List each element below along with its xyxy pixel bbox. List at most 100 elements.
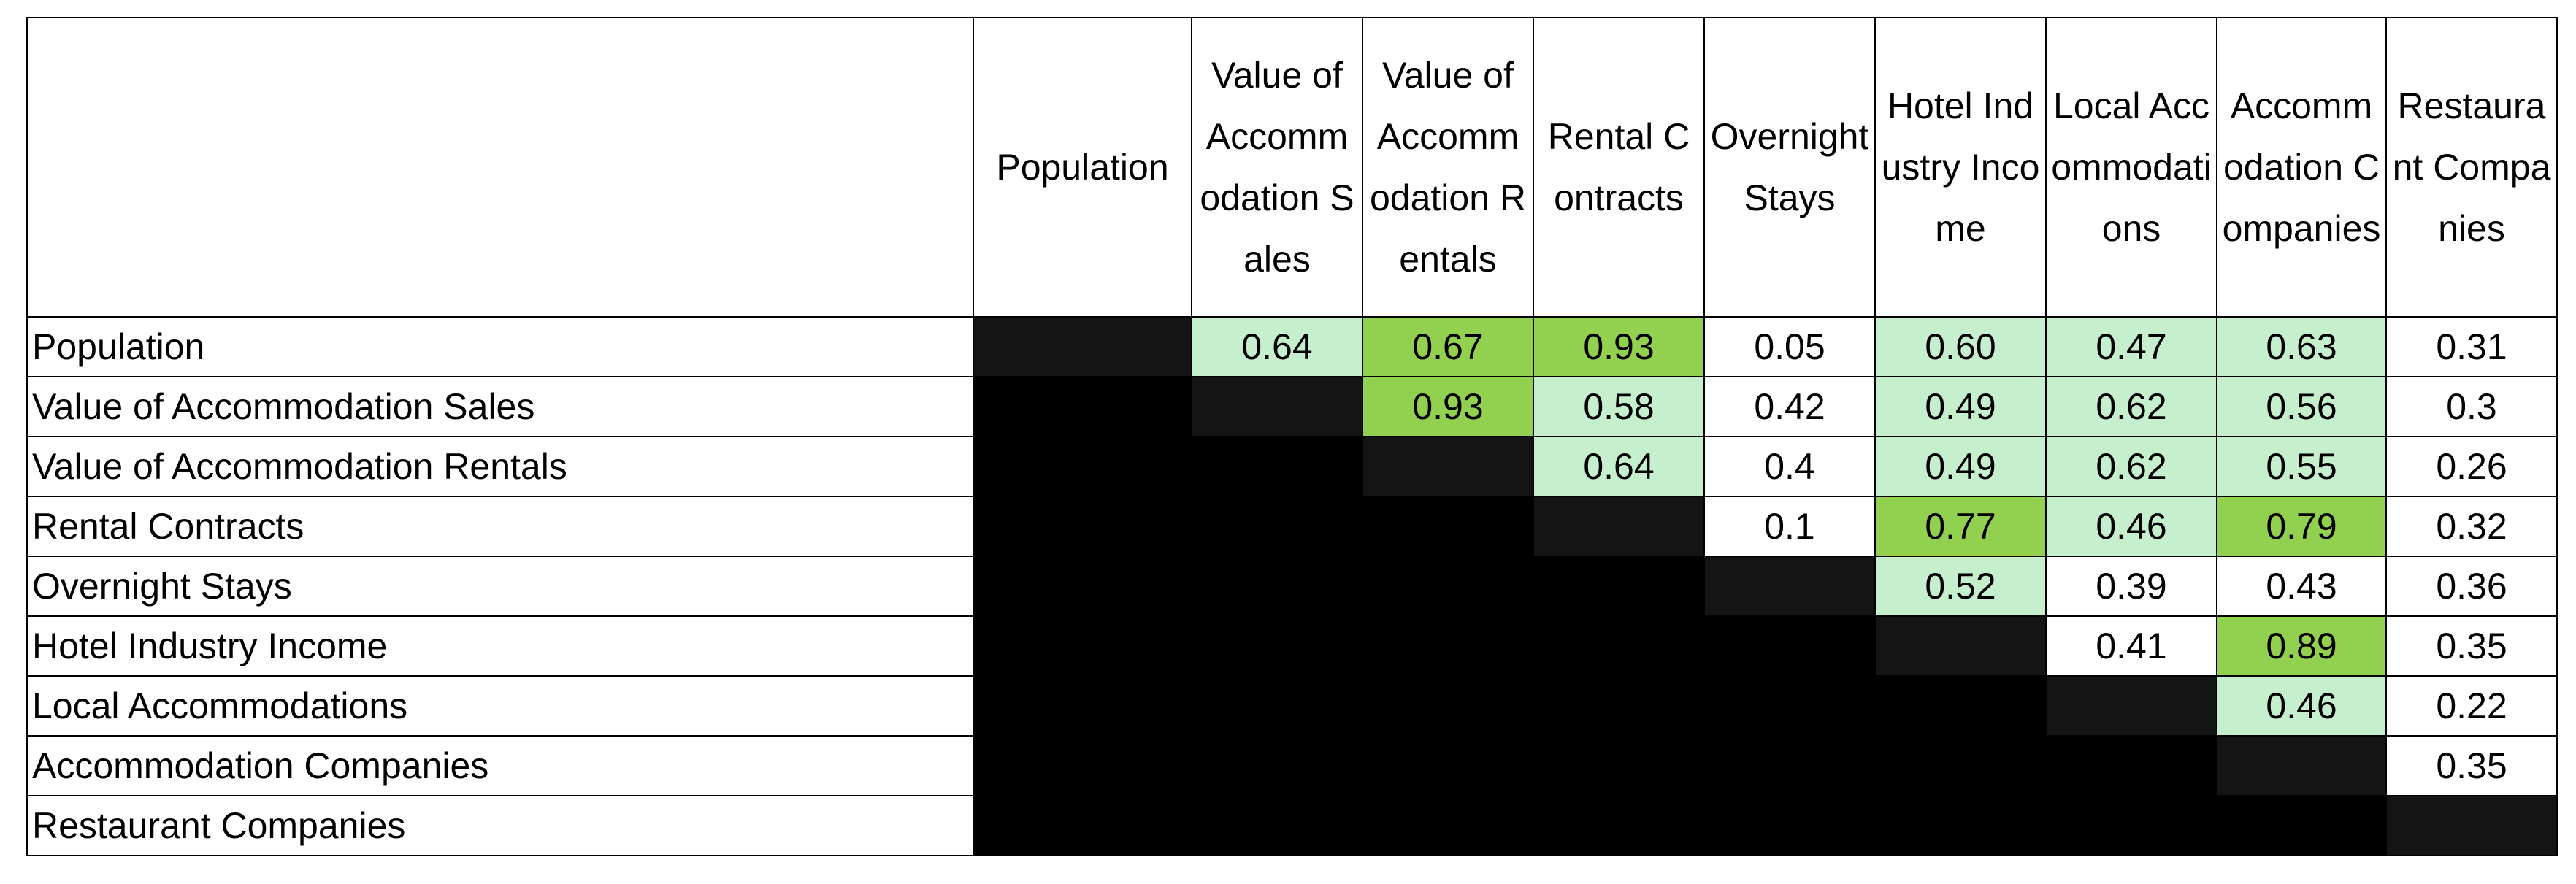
empty-cell [2045, 735, 2217, 796]
column-header: Overnight Stays [1703, 17, 1876, 318]
diagonal-cell [2216, 735, 2387, 796]
correlation-cell: 0.47 [2045, 316, 2217, 377]
empty-cell [1362, 496, 1534, 557]
column-header: Hotel Industry Income [1874, 17, 2047, 318]
empty-cell [2216, 795, 2387, 856]
empty-cell [973, 735, 1192, 796]
empty-cell [973, 376, 1192, 437]
empty-cell [1703, 795, 1876, 856]
correlation-cell: 0.39 [2045, 556, 2217, 617]
correlation-cell: 0.46 [2045, 496, 2217, 557]
empty-cell [1533, 735, 1705, 796]
correlation-cell: 0.64 [1533, 436, 1705, 497]
empty-cell [1191, 496, 1363, 557]
correlation-cell: 0.05 [1703, 316, 1876, 377]
column-header: Accommodation Companies [2216, 17, 2387, 318]
correlation-cell: 0.52 [1874, 556, 2047, 617]
column-header: Value of Accommodation Rentals [1362, 17, 1534, 318]
correlation-cell: 0.89 [2216, 615, 2387, 677]
diagonal-cell [2045, 675, 2217, 737]
empty-cell [1362, 735, 1534, 796]
correlation-cell: 0.62 [2045, 436, 2217, 497]
correlation-cell: 0.93 [1533, 316, 1705, 377]
empty-cell [1874, 735, 2047, 796]
correlation-cell: 0.49 [1874, 436, 2047, 497]
diagonal-cell [973, 316, 1192, 377]
empty-cell [1362, 675, 1534, 737]
column-header: Local Accommodations [2045, 17, 2217, 318]
diagonal-cell [1874, 615, 2047, 677]
correlation-cell: 0.43 [2216, 556, 2387, 617]
empty-cell [1533, 556, 1705, 617]
empty-cell [1874, 675, 2047, 737]
column-header: Restaurant Companies [2385, 17, 2558, 318]
correlation-cell: 0.4 [1703, 436, 1876, 497]
empty-cell [1703, 735, 1876, 796]
column-header: Value of Accommodation Sales [1191, 17, 1363, 318]
table-row: Local Accommodations 0.46 0.22 [26, 675, 2558, 737]
correlation-cell: 0.79 [2216, 496, 2387, 557]
corner-cell [26, 17, 974, 318]
correlation-cell: 0.63 [2216, 316, 2387, 377]
table-row: Restaurant Companies [26, 795, 2558, 856]
table-row: Value of Accommodation Rentals 0.64 0.4 0.4… [26, 436, 2558, 497]
empty-cell [973, 795, 1192, 856]
correlation-cell: 0.62 [2045, 376, 2217, 437]
empty-cell [1362, 795, 1534, 856]
correlation-table: Population Value of Accommodation Sales Va… [26, 17, 2558, 856]
empty-cell [973, 436, 1192, 497]
empty-cell [1191, 795, 1363, 856]
correlation-cell: 0.36 [2385, 556, 2558, 617]
row-label: Restaurant Companies [26, 795, 974, 856]
empty-cell [1874, 795, 2047, 856]
correlation-cell: 0.35 [2385, 735, 2558, 796]
correlation-cell: 0.56 [2216, 376, 2387, 437]
correlation-cell: 0.26 [2385, 436, 2558, 497]
empty-cell [973, 556, 1192, 617]
correlation-cell: 0.22 [2385, 675, 2558, 737]
correlation-cell: 0.46 [2216, 675, 2387, 737]
empty-cell [1191, 615, 1363, 677]
correlation-cell: 0.32 [2385, 496, 2558, 557]
correlation-cell: 0.77 [1874, 496, 2047, 557]
correlation-cell: 0.42 [1703, 376, 1876, 437]
correlation-cell: 0.49 [1874, 376, 2047, 437]
empty-cell [2045, 795, 2217, 856]
empty-cell [1362, 556, 1534, 617]
row-label: Rental Contracts [26, 496, 974, 557]
diagonal-cell [1703, 556, 1876, 617]
row-label: Value of Accommodation Sales [26, 376, 974, 437]
empty-cell [1362, 615, 1534, 677]
empty-cell [1191, 675, 1363, 737]
table-row: Value of Accommodation Sales 0.93 0.58 0.42… [26, 376, 2558, 437]
empty-cell [1533, 675, 1705, 737]
row-label: Overnight Stays [26, 556, 974, 617]
table-row: Overnight Stays 0.52 0.39 0.43 0.36 [26, 556, 2558, 617]
empty-cell [1191, 735, 1363, 796]
table-row: Accommodation Companies 0.35 [26, 735, 2558, 796]
header-row: Population Value of Accommodation Sales Va… [26, 17, 2558, 318]
correlation-cell: 0.64 [1191, 316, 1363, 377]
empty-cell [973, 496, 1192, 557]
table-row: Rental Contracts 0.1 0.77 0.46 0.79 0.32 [26, 496, 2558, 557]
correlation-cell: 0.55 [2216, 436, 2387, 497]
empty-cell [1533, 795, 1705, 856]
empty-cell [1191, 556, 1363, 617]
correlation-cell: 0.1 [1703, 496, 1876, 557]
empty-cell [1703, 675, 1876, 737]
table-row: Hotel Industry Income 0.41 0.89 0.35 [26, 615, 2558, 677]
table-row: Population 0.64 0.67 0.93 0.05 0.60 0.47 0.63 0.… [26, 316, 2558, 377]
correlation-cell: 0.58 [1533, 376, 1705, 437]
diagonal-cell [1533, 496, 1705, 557]
correlation-cell: 0.3 [2385, 376, 2558, 437]
diagonal-cell [1191, 376, 1363, 437]
correlation-cell: 0.93 [1362, 376, 1534, 437]
correlation-cell: 0.60 [1874, 316, 2047, 377]
row-label: Local Accommodations [26, 675, 974, 737]
column-header: Rental Contracts [1533, 17, 1705, 318]
column-header: Population [973, 17, 1192, 318]
diagonal-cell [2385, 795, 2558, 856]
empty-cell [1703, 615, 1876, 677]
empty-cell [973, 615, 1192, 677]
